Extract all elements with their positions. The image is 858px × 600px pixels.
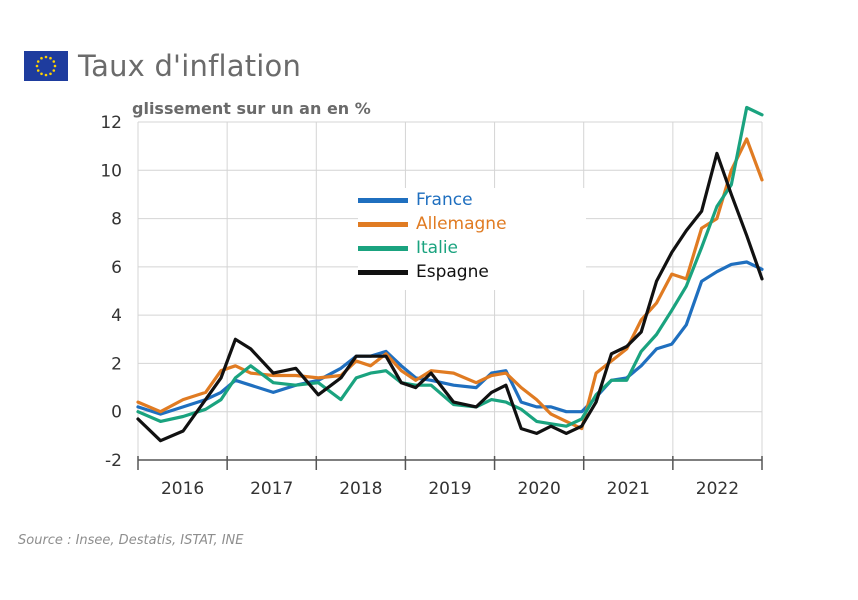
x-tick-label: 2017	[250, 479, 293, 499]
eu-star-icon	[52, 60, 56, 63]
series-line-italie	[136, 105, 764, 428]
x-tick-label: 2022	[696, 479, 739, 499]
eu-star-icon	[40, 56, 43, 60]
chart-header: Taux d'inflation	[24, 46, 301, 86]
chart-legend: France Allemagne Italie Espagne	[358, 188, 586, 290]
y-tick-label: 10	[100, 161, 122, 181]
y-tick-label: 2	[111, 354, 122, 374]
eu-star-icon	[49, 56, 52, 60]
y-tick-label: 8	[111, 210, 122, 230]
legend-label: Allemagne	[416, 214, 507, 234]
y-tick-label: 0	[111, 403, 122, 423]
legend-item-italie: Italie	[358, 236, 586, 260]
y-tick-label: -2	[105, 451, 122, 471]
legend-item-france: France	[358, 188, 586, 212]
legend-swatch	[358, 197, 408, 203]
eu-star-icon	[52, 69, 56, 72]
source-note: Source : Insee, Destatis, ISTAT, INE	[18, 533, 244, 548]
series-line-allemagne	[136, 137, 764, 431]
y-tick-label: 4	[111, 306, 122, 326]
eu-star-icon	[36, 60, 40, 63]
legend-swatch	[358, 245, 408, 251]
legend-label: Italie	[416, 238, 459, 258]
y-tick-label: 12	[100, 113, 122, 133]
x-tick-label: 2020	[518, 479, 561, 499]
eu-star-icon	[40, 72, 43, 76]
x-tick-label: 2021	[607, 479, 650, 499]
x-tick-label: 2019	[428, 479, 471, 499]
eu-star-icon	[44, 73, 48, 77]
eu-star-icon	[36, 69, 40, 72]
eu-star-icon	[35, 64, 39, 68]
legend-label: Espagne	[416, 262, 489, 282]
eu-star-icon	[44, 55, 48, 59]
x-tick-label: 2018	[339, 479, 382, 499]
eu-star-icon	[49, 72, 52, 76]
legend-swatch	[358, 221, 408, 227]
series-line-espagne	[136, 151, 764, 443]
x-tick-label: 2016	[161, 479, 204, 499]
legend-label: France	[416, 190, 473, 210]
legend-swatch	[358, 269, 408, 275]
y-axis-label: glissement sur un an en %	[132, 99, 371, 118]
legend-item-espagne: Espagne	[358, 260, 586, 284]
eu-flag-icon	[24, 51, 68, 81]
eu-star-icon	[53, 64, 57, 68]
y-tick-label: 6	[111, 258, 122, 278]
legend-item-allemagne: Allemagne	[358, 212, 586, 236]
chart-title: Taux d'inflation	[78, 49, 302, 83]
